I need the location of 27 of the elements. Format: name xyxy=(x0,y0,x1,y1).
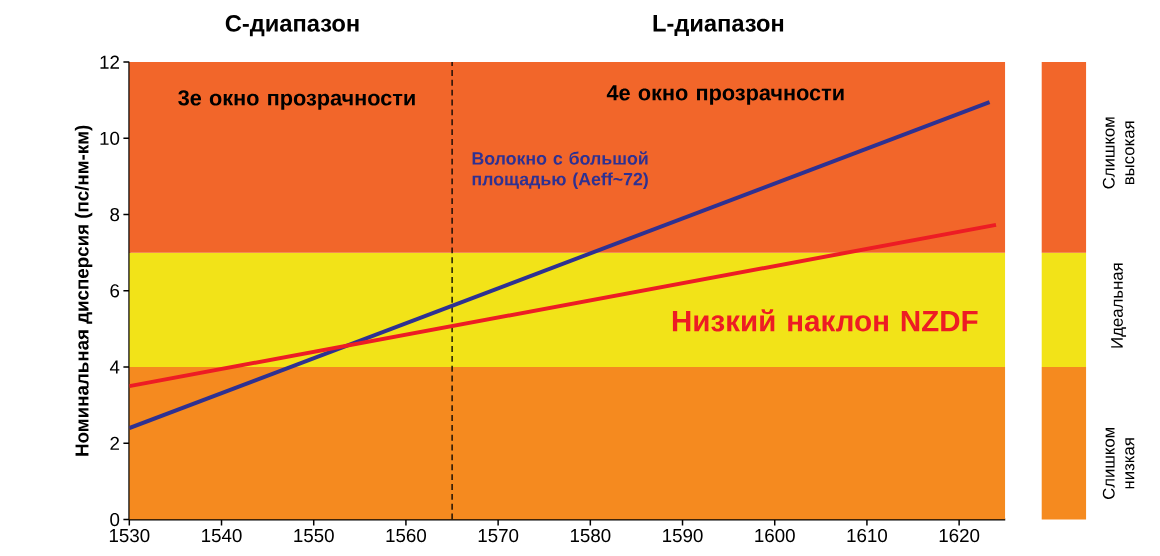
x-tick-label: 1530 xyxy=(109,528,150,543)
y-axis-title: Номинальная дисперсия (пс/нм-км) xyxy=(74,125,93,456)
x-tick-label: 1620 xyxy=(939,528,980,543)
x-tick-label: 1600 xyxy=(755,528,795,543)
y-tick-label: 6 xyxy=(110,284,120,298)
y-tick-label: 0 xyxy=(110,512,120,527)
x-tick-label: 1580 xyxy=(570,528,611,543)
text: C-диапазон xyxy=(225,15,359,37)
text: L-диапазон xyxy=(653,15,784,37)
x-tick-label: 1570 xyxy=(478,528,519,543)
y-tick-label: 2 xyxy=(110,436,119,450)
x-tick-label: 1540 xyxy=(202,528,242,543)
annotation: 4е окно прозрачности xyxy=(606,85,844,105)
y-tick-label: 4 xyxy=(109,360,120,374)
annotation: 3е окно прозрачности xyxy=(178,90,415,110)
series-label: Низкий наклон NZDF xyxy=(672,309,978,332)
text: Слишком низкая xyxy=(1102,427,1135,500)
y-tick-label: 12 xyxy=(100,55,119,69)
x-tick-label: 1550 xyxy=(294,528,334,543)
x-tick-label: 1610 xyxy=(847,528,888,543)
y-tick-label: 10 xyxy=(100,131,120,145)
x-tick-label: 1560 xyxy=(386,528,427,543)
text: Волокно с большой площадью (Aeff~72) xyxy=(472,151,648,189)
y-tick-label: 8 xyxy=(110,207,120,222)
text: Слишком высокая xyxy=(1102,117,1135,189)
x-tick-label: 1590 xyxy=(663,528,703,543)
text: Идеальная xyxy=(1111,263,1127,348)
